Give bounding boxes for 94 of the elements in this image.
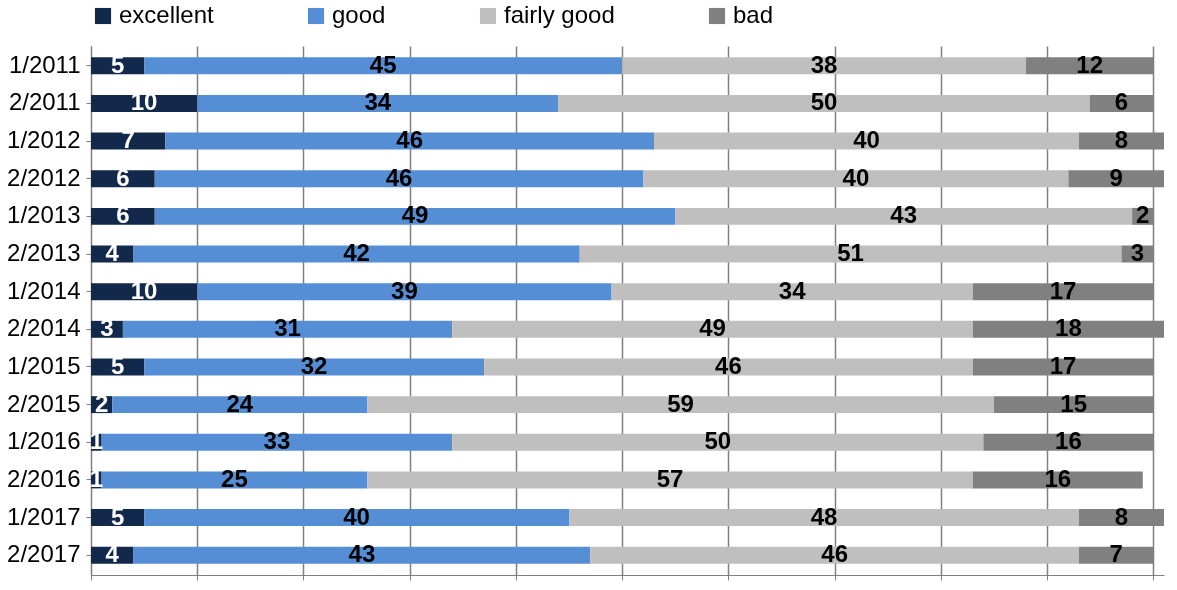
bar bbox=[122, 320, 453, 338]
data-label: 18 bbox=[1055, 314, 1082, 342]
bar bbox=[154, 207, 676, 225]
y-tick-label: 2/2017 bbox=[7, 540, 81, 568]
data-label: 50 bbox=[810, 88, 838, 116]
data-label: 49 bbox=[401, 201, 429, 229]
data-label: 8 bbox=[1114, 126, 1129, 154]
data-label: 42 bbox=[343, 239, 370, 267]
bar bbox=[165, 132, 655, 150]
y-tick-label: 1/2014 bbox=[7, 276, 81, 304]
legend-label: good bbox=[332, 1, 386, 28]
bar bbox=[643, 170, 1069, 188]
data-label: 17 bbox=[1049, 351, 1077, 379]
data-label: 46 bbox=[715, 351, 742, 379]
bar bbox=[452, 433, 984, 451]
y-tick-label: 1/2013 bbox=[7, 201, 81, 229]
data-label: 40 bbox=[343, 502, 370, 530]
y-tick-label: 2/2013 bbox=[7, 239, 81, 267]
data-label: 6 bbox=[1114, 88, 1129, 116]
bar bbox=[569, 509, 1080, 527]
data-label: 16 bbox=[1055, 427, 1082, 455]
data-label: 2 bbox=[94, 389, 109, 417]
data-label: 49 bbox=[699, 314, 726, 342]
y-tick-label: 1/2011 bbox=[8, 50, 81, 78]
bar bbox=[452, 320, 973, 338]
data-label: 43 bbox=[348, 540, 376, 568]
bar bbox=[133, 546, 591, 564]
bar bbox=[675, 207, 1133, 225]
data-label: 16 bbox=[1044, 464, 1072, 492]
data-label: 33 bbox=[263, 427, 291, 455]
bar bbox=[197, 94, 559, 112]
data-label: 32 bbox=[300, 351, 328, 379]
legend-label: excellent bbox=[119, 1, 215, 28]
data-label: 31 bbox=[274, 314, 301, 342]
data-label: 12 bbox=[1076, 50, 1103, 78]
data-label: 4 bbox=[105, 239, 120, 267]
bar bbox=[367, 396, 995, 414]
bar bbox=[654, 132, 1080, 150]
data-label: 46 bbox=[396, 126, 424, 154]
data-label: 6 bbox=[116, 163, 130, 191]
data-label: 50 bbox=[704, 427, 732, 455]
data-label: 17 bbox=[1049, 276, 1077, 304]
bar bbox=[144, 509, 570, 527]
bar bbox=[197, 283, 612, 301]
y-tick-label: 1/2015 bbox=[7, 351, 81, 379]
bar bbox=[590, 546, 1080, 564]
data-label: 9 bbox=[1109, 163, 1123, 191]
data-label: 40 bbox=[853, 126, 880, 154]
bar bbox=[133, 245, 580, 263]
data-label: 59 bbox=[667, 389, 694, 417]
bar bbox=[144, 57, 623, 75]
data-label: 57 bbox=[656, 464, 684, 492]
y-tick-label: 2/2012 bbox=[7, 163, 81, 191]
data-label: 10 bbox=[130, 276, 158, 304]
data-label: 40 bbox=[842, 163, 870, 191]
y-tick-label: 1/2016 bbox=[7, 427, 81, 455]
bar bbox=[91, 132, 166, 150]
bar bbox=[484, 358, 973, 376]
data-label: 34 bbox=[364, 88, 392, 116]
data-label: 45 bbox=[369, 50, 397, 78]
data-label: 24 bbox=[226, 389, 254, 417]
bar bbox=[579, 245, 1122, 263]
bar bbox=[101, 433, 453, 451]
data-label: 7 bbox=[1109, 540, 1123, 568]
y-tick-label: 1/2017 bbox=[7, 502, 81, 530]
y-tick-label: 2/2016 bbox=[7, 464, 81, 492]
data-label: 4 bbox=[105, 540, 120, 568]
data-label: 3 bbox=[1130, 239, 1145, 267]
legend-label: fairly good bbox=[504, 1, 615, 28]
data-label: 38 bbox=[810, 50, 838, 78]
data-label: 46 bbox=[385, 163, 413, 191]
bar bbox=[154, 170, 644, 188]
data-label: 34 bbox=[778, 276, 807, 304]
legend-label: bad bbox=[733, 1, 774, 28]
data-label: 48 bbox=[810, 502, 838, 530]
y-tick-label: 1/2012 bbox=[7, 126, 81, 154]
bar bbox=[144, 358, 485, 376]
bar bbox=[558, 94, 1090, 112]
bar bbox=[101, 471, 368, 489]
data-label: 43 bbox=[890, 201, 918, 229]
data-label: 39 bbox=[391, 276, 418, 304]
data-label: 25 bbox=[221, 464, 248, 492]
bar bbox=[112, 396, 368, 414]
data-label: 15 bbox=[1060, 389, 1088, 417]
bar bbox=[622, 57, 1026, 75]
data-label: 8 bbox=[1114, 502, 1129, 530]
y-tick-label: 2/2014 bbox=[7, 314, 81, 342]
data-label: 46 bbox=[821, 540, 849, 568]
y-tick-label: 2/2015 bbox=[7, 389, 81, 417]
data-label: 51 bbox=[837, 239, 864, 267]
y-tick-label: 2/2011 bbox=[8, 88, 81, 116]
data-label: 2 bbox=[1136, 201, 1150, 229]
bar bbox=[367, 471, 973, 489]
bar bbox=[611, 283, 973, 301]
